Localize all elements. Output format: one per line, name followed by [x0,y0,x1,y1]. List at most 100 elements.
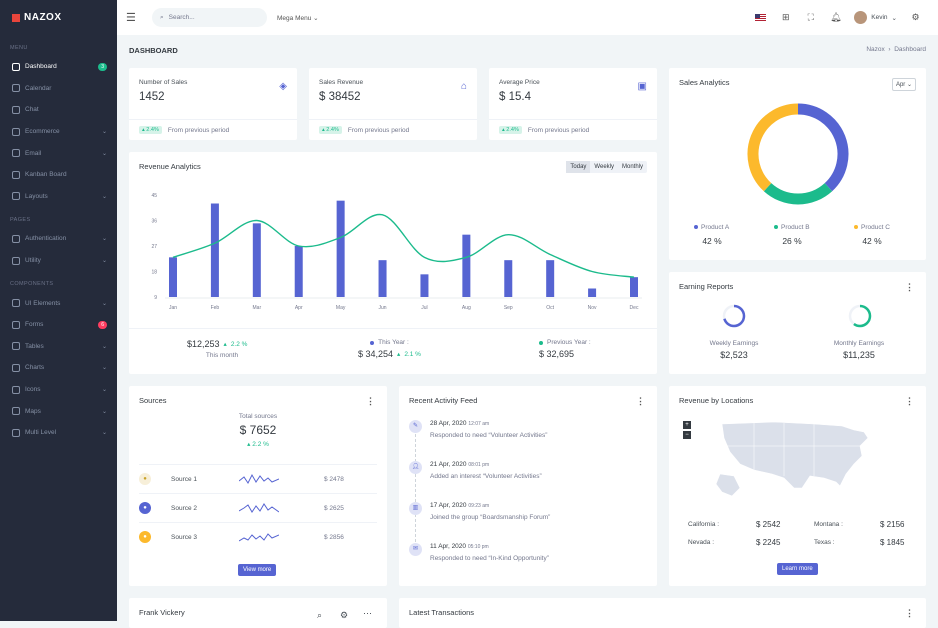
bar [546,260,555,297]
chevron-down-icon: ⌄ [101,430,107,437]
sidebar-item-multi-level[interactable]: Multi Level ⌄ [0,422,117,444]
menu-toggle-icon[interactable]: ☰ [126,12,136,24]
sidebar-item-label: Multi Level [25,429,57,437]
sources-pct: 2.2 % [252,441,269,448]
sidebar-item-label: Utility [25,257,41,265]
stat-value: $ 38452 [319,91,361,103]
multi-level-icon [12,428,20,437]
earning-reports-card: Earning Reports ⋮ Weekly Earnings $2,523… [669,272,926,374]
source-2-icon: ● [139,502,151,514]
logo[interactable]: NAZOX [0,0,117,35]
sidebar-item-ui-elements[interactable]: UI Elements ⌄ [0,292,117,314]
sidebar-item-utility[interactable]: Utility ⌄ [0,250,117,272]
source-name: Source 3 [171,533,198,541]
tables-icon [12,342,20,351]
chevron-down-icon: ⌄ [101,343,107,350]
more-options-icon[interactable]: ⋮ [905,608,914,618]
sidebar-item-ecommerce[interactable]: Ecommerce ⌄ [0,121,117,143]
ecommerce-icon [12,127,20,136]
x-tick-label: Jan [169,305,177,311]
more-options-icon[interactable]: ⋮ [636,396,645,406]
pie-value-label: 42 % [862,236,882,246]
sales-analytics-card: Sales Analytics Apr ⌄ Product A 42 % Produ… [669,68,926,260]
user-name: Kevin [871,14,888,21]
mail-icon: ✉ [409,543,422,556]
stat-card-sales: Number of Sales 1452 ◈ ▴ 2.4% From previo… [129,68,297,140]
source-value: $ 2478 [324,475,344,483]
summary-value: $ 32,695 [539,349,575,359]
logo-text: NAZOX [24,12,62,23]
stat-label: Number of Sales [139,79,188,86]
chevron-down-icon: ⌄ [101,150,107,157]
chat-icon [12,105,20,114]
notification-bell-icon[interactable]: 🔔︎ [830,12,842,22]
tab-weekly[interactable]: Weekly [594,164,614,170]
card-title: Earning Reports [679,282,734,291]
sidebar-item-maps[interactable]: Maps ⌄ [0,400,117,422]
stat-card-revenue: Sales Revenue $ 38452 ⌂ ▴ 2.4% From previ… [309,68,477,140]
sidebar: NAZOX MENU Dashboard 3 Calendar Chat Ecommer… [0,0,117,621]
legend-label: Product A [701,224,730,231]
profile-card: Frank Vickery ⌕ ⚙ ⋯ [129,598,387,628]
x-tick-label: Sep [504,305,513,311]
sidebar-item-icons[interactable]: Icons ⌄ [0,379,117,401]
chevron-down-icon: ⌄ [906,82,912,88]
more-options-icon[interactable]: ⋮ [905,282,914,292]
search-input[interactable]: ⌕ Search... [152,8,267,27]
dashboard-icon [12,62,20,71]
mega-menu-dropdown[interactable]: Mega Menu ⌄ [277,14,319,22]
sidebar-item-calendar[interactable]: Calendar [0,78,117,100]
more-options-icon[interactable]: ⋮ [366,396,375,406]
learn-more-button[interactable]: Learn more [777,563,818,575]
apps-grid-icon[interactable]: ⊞ [782,12,790,22]
tab-monthly[interactable]: Monthly [621,164,643,170]
chevron-down-icon: ⌄ [101,408,107,415]
sidebar-item-authentication[interactable]: Authentication ⌄ [0,228,117,250]
revenue-analytics-card: Revenue Analytics Today Weekly Monthly 4… [129,152,657,374]
activity-text: Responded to need “Volunteer Activities” [430,432,548,439]
sidebar-item-label: Icons [25,386,41,394]
total-sources-value: $ 7652 [239,423,277,437]
sidebar-item-layouts[interactable]: Layouts ⌄ [0,186,117,208]
us-flag-icon[interactable] [755,14,767,21]
card-title: Sales Analytics [679,78,730,87]
sidebar-item-kanban-board[interactable]: Kanban Board [0,164,117,186]
sidebar-item-charts[interactable]: Charts ⌄ [0,357,117,379]
location-name: Nevada : [688,539,715,546]
settings-gear-icon[interactable]: ⚙ [911,12,920,22]
summary-label: Previous Year : [547,339,591,346]
legend-dot [854,225,858,229]
sidebar-item-email[interactable]: Email ⌄ [0,142,117,164]
sidebar-item-forms[interactable]: Forms 6 [0,314,117,336]
chevron-down-icon: ⌄ [101,387,107,394]
search-icon[interactable]: ⌕ [317,610,323,620]
revenue-locations-card: Revenue by Locations ⋮ + − California : … [669,386,926,586]
kanban-board-icon [12,170,20,179]
bar [504,260,513,297]
chevron-down-icon: ⌄ [101,300,107,307]
user-dropdown[interactable]: Kevin ⌄ [854,11,897,24]
more-options-icon[interactable]: ⋮ [905,396,914,406]
briefcase-icon: ▣ [637,81,647,92]
more-options-icon[interactable]: ⋯ [363,608,372,618]
zoom-in-icon[interactable]: + [683,421,691,429]
icons-icon [12,385,20,394]
view-more-button[interactable]: View more [238,564,277,576]
location-name: Montana : [814,521,843,528]
tab-today[interactable]: Today [566,161,591,173]
legend-dot [774,225,778,229]
activity-date: 11 Apr, 2020 05:10 pm [430,543,489,550]
pie-value-label: 42 % [702,236,722,246]
zoom-out-icon[interactable]: − [683,431,691,439]
source-3-icon: ● [139,531,151,543]
bar [294,246,303,297]
fullscreen-icon[interactable]: ⛶ [807,12,814,22]
gear-icon[interactable]: ⚙ [340,610,349,620]
stat-value: $ 15.4 [499,91,531,103]
sidebar-item-chat[interactable]: Chat [0,99,117,121]
month-select[interactable]: Apr ⌄ [891,78,916,91]
sidebar-item-tables[interactable]: Tables ⌄ [0,336,117,358]
sidebar-item-dashboard[interactable]: Dashboard 3 [0,56,117,78]
x-tick-label: Jun [379,305,387,311]
breadcrumb-home[interactable]: Nazox [866,46,885,53]
